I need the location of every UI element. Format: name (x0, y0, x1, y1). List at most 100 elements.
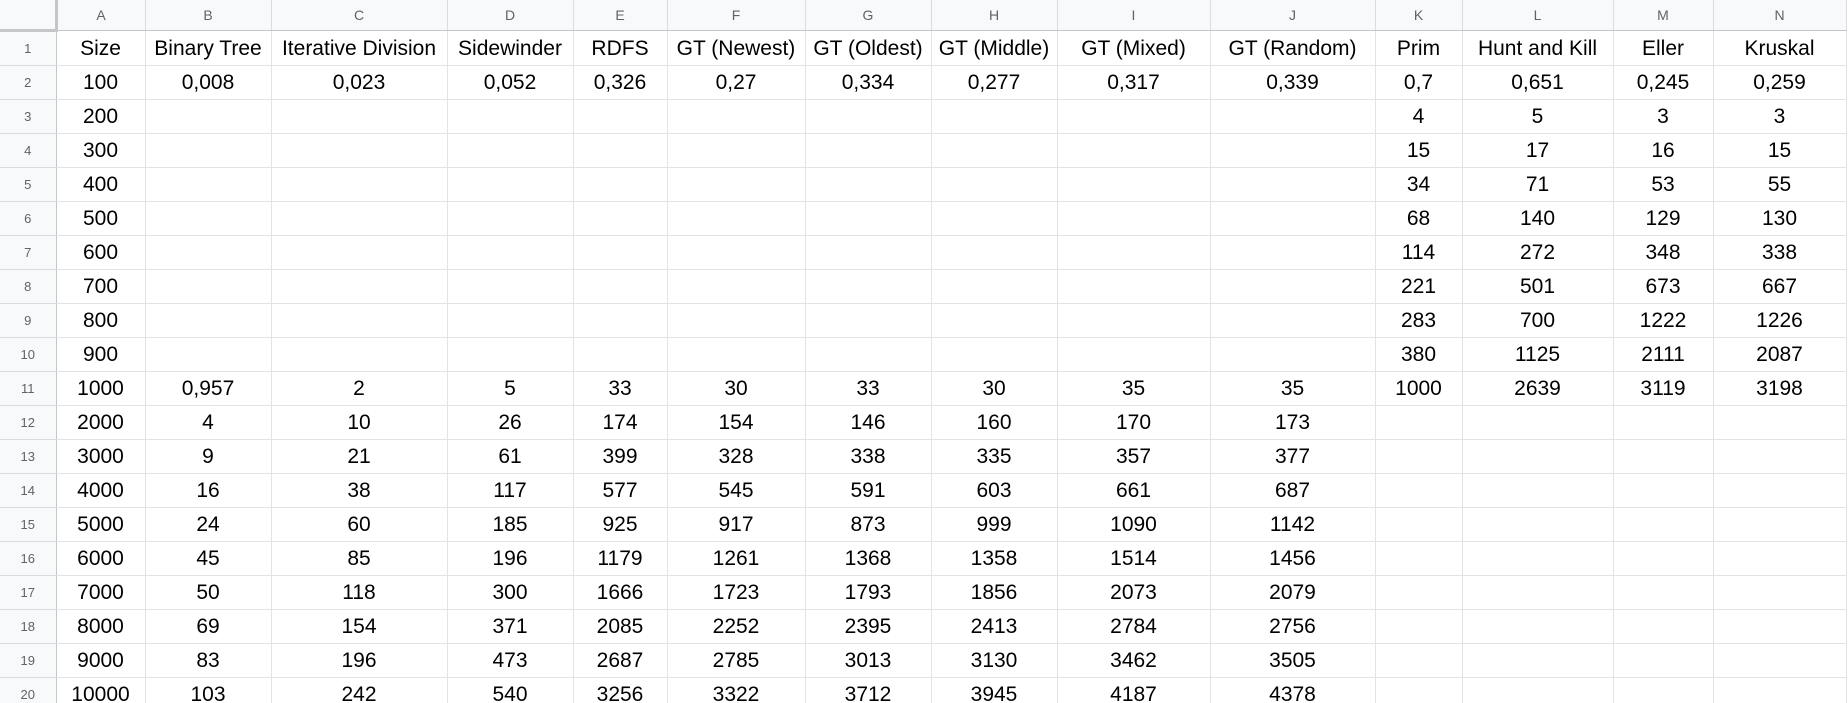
cell-a14[interactable]: 4000 (56, 473, 146, 508)
row-header[interactable]: 5 (0, 167, 57, 202)
cell-a18[interactable]: 8000 (56, 609, 146, 644)
column-header-n[interactable]: N (1713, 0, 1847, 31)
cell-g7[interactable] (805, 235, 932, 270)
cell-c17[interactable]: 118 (271, 575, 448, 610)
cell-h12[interactable]: 160 (931, 405, 1058, 440)
cell-i4[interactable] (1057, 133, 1211, 168)
cell-j5[interactable] (1210, 167, 1376, 202)
cell-n2[interactable]: 0,259 (1713, 65, 1847, 100)
cell-c9[interactable] (271, 303, 448, 338)
cell-d2[interactable]: 0,052 (447, 65, 574, 100)
cell-i15[interactable]: 1090 (1057, 507, 1211, 542)
cell-k4[interactable]: 15 (1375, 133, 1463, 168)
cell-e20[interactable]: 3256 (573, 677, 668, 703)
row-header[interactable]: 13 (0, 439, 57, 474)
cell-c15[interactable]: 60 (271, 507, 448, 542)
cell-b16[interactable]: 45 (145, 541, 272, 576)
cell-a17[interactable]: 7000 (56, 575, 146, 610)
select-all-corner[interactable] (0, 0, 58, 32)
cell-n17[interactable] (1713, 575, 1847, 610)
cell-a1[interactable]: Size (56, 30, 146, 66)
cell-h16[interactable]: 1358 (931, 541, 1058, 576)
cell-n20[interactable] (1713, 677, 1847, 703)
cell-l1[interactable]: Hunt and Kill (1462, 30, 1614, 66)
cell-b17[interactable]: 50 (145, 575, 272, 610)
row-header[interactable]: 15 (0, 507, 57, 542)
cell-h9[interactable] (931, 303, 1058, 338)
cell-n9[interactable]: 1226 (1713, 303, 1847, 338)
cell-i11[interactable]: 35 (1057, 371, 1211, 406)
cell-d18[interactable]: 371 (447, 609, 574, 644)
cell-d5[interactable] (447, 167, 574, 202)
cell-m11[interactable]: 3119 (1613, 371, 1714, 406)
cell-f7[interactable] (667, 235, 806, 270)
row-header[interactable]: 12 (0, 405, 57, 440)
cell-a9[interactable]: 800 (56, 303, 146, 338)
cell-m18[interactable] (1613, 609, 1714, 644)
cell-j16[interactable]: 1456 (1210, 541, 1376, 576)
cell-m8[interactable]: 673 (1613, 269, 1714, 304)
cell-j14[interactable]: 687 (1210, 473, 1376, 508)
cell-i13[interactable]: 357 (1057, 439, 1211, 474)
row-header[interactable]: 7 (0, 235, 57, 270)
cell-f10[interactable] (667, 337, 806, 372)
cell-n16[interactable] (1713, 541, 1847, 576)
cell-n4[interactable]: 15 (1713, 133, 1847, 168)
cell-l7[interactable]: 272 (1462, 235, 1614, 270)
cell-g17[interactable]: 1793 (805, 575, 932, 610)
cell-b11[interactable]: 0,957 (145, 371, 272, 406)
cell-e7[interactable] (573, 235, 668, 270)
cell-e17[interactable]: 1666 (573, 575, 668, 610)
cell-n5[interactable]: 55 (1713, 167, 1847, 202)
cell-k13[interactable] (1375, 439, 1463, 474)
cell-j12[interactable]: 173 (1210, 405, 1376, 440)
cell-h4[interactable] (931, 133, 1058, 168)
cell-n13[interactable] (1713, 439, 1847, 474)
cell-d14[interactable]: 117 (447, 473, 574, 508)
cell-f5[interactable] (667, 167, 806, 202)
cell-b2[interactable]: 0,008 (145, 65, 272, 100)
cell-a2[interactable]: 100 (56, 65, 146, 100)
cell-f6[interactable] (667, 201, 806, 236)
cell-d8[interactable] (447, 269, 574, 304)
cell-d6[interactable] (447, 201, 574, 236)
cell-h6[interactable] (931, 201, 1058, 236)
row-header[interactable]: 2 (0, 65, 57, 100)
cell-e2[interactable]: 0,326 (573, 65, 668, 100)
cell-i6[interactable] (1057, 201, 1211, 236)
cell-h19[interactable]: 3130 (931, 643, 1058, 678)
cell-g20[interactable]: 3712 (805, 677, 932, 703)
cell-k17[interactable] (1375, 575, 1463, 610)
column-header-j[interactable]: J (1210, 0, 1376, 31)
row-header[interactable]: 16 (0, 541, 57, 576)
cell-m7[interactable]: 348 (1613, 235, 1714, 270)
cell-e1[interactable]: RDFS (573, 30, 668, 66)
column-header-h[interactable]: H (931, 0, 1058, 31)
column-header-g[interactable]: G (805, 0, 932, 31)
cell-f20[interactable]: 3322 (667, 677, 806, 703)
cell-e16[interactable]: 1179 (573, 541, 668, 576)
cell-f18[interactable]: 2252 (667, 609, 806, 644)
cell-d20[interactable]: 540 (447, 677, 574, 703)
cell-i2[interactable]: 0,317 (1057, 65, 1211, 100)
cell-a11[interactable]: 1000 (56, 371, 146, 406)
cell-i17[interactable]: 2073 (1057, 575, 1211, 610)
cell-c1[interactable]: Iterative Division (271, 30, 448, 66)
cell-i19[interactable]: 3462 (1057, 643, 1211, 678)
row-header[interactable]: 1 (0, 30, 57, 66)
cell-n8[interactable]: 667 (1713, 269, 1847, 304)
cell-m5[interactable]: 53 (1613, 167, 1714, 202)
cell-k2[interactable]: 0,7 (1375, 65, 1463, 100)
cell-b7[interactable] (145, 235, 272, 270)
column-header-i[interactable]: I (1057, 0, 1211, 31)
cell-c11[interactable]: 2 (271, 371, 448, 406)
cell-j3[interactable] (1210, 99, 1376, 134)
cell-l4[interactable]: 17 (1462, 133, 1614, 168)
cell-b19[interactable]: 83 (145, 643, 272, 678)
cell-n3[interactable]: 3 (1713, 99, 1847, 134)
cell-i14[interactable]: 661 (1057, 473, 1211, 508)
cell-h14[interactable]: 603 (931, 473, 1058, 508)
cell-f9[interactable] (667, 303, 806, 338)
cell-k3[interactable]: 4 (1375, 99, 1463, 134)
cell-h17[interactable]: 1856 (931, 575, 1058, 610)
